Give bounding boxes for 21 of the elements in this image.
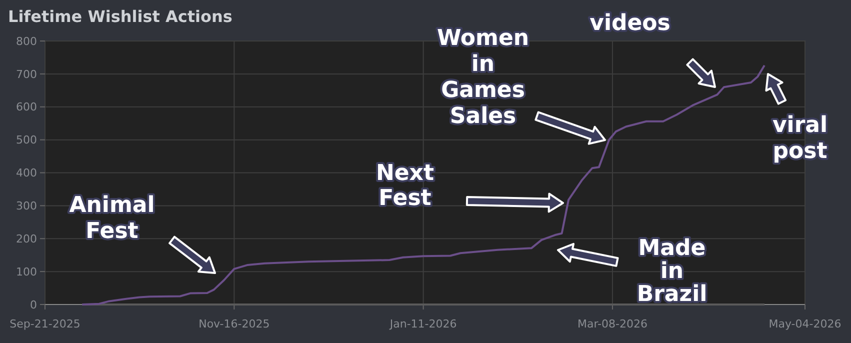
y-tick-label: 0 (30, 298, 37, 312)
text: videos (590, 11, 670, 36)
y-tick-label: 100 (16, 265, 37, 278)
x-tick-label: Nov-16-2025 (198, 318, 270, 330)
x-tick-label: Jan-11-2026 (388, 318, 457, 330)
y-tick-label: 600 (16, 100, 37, 114)
y-tick-label: 500 (16, 134, 37, 147)
y-tick-label: 700 (16, 68, 37, 81)
annotation: viral post (772, 113, 828, 164)
x-tick-label: May-04-2026 (768, 318, 842, 330)
x-tick-label: Mar-08-2026 (577, 318, 648, 330)
annotation: Women in Games Sales (436, 26, 530, 129)
y-tick-label: 300 (16, 200, 37, 213)
y-tick-label: 400 (16, 166, 37, 180)
annotation: Next Fest (376, 161, 434, 211)
annotation: Animal Fest (69, 193, 155, 244)
y-tick-label: 800 (16, 34, 37, 48)
annotation: Made in Brazil (636, 236, 708, 307)
y-tick-label: 200 (16, 232, 37, 246)
x-tick-label: Sep-21-2025 (10, 318, 80, 330)
chart-title: Lifetime Wishlist Actions (8, 7, 232, 26)
